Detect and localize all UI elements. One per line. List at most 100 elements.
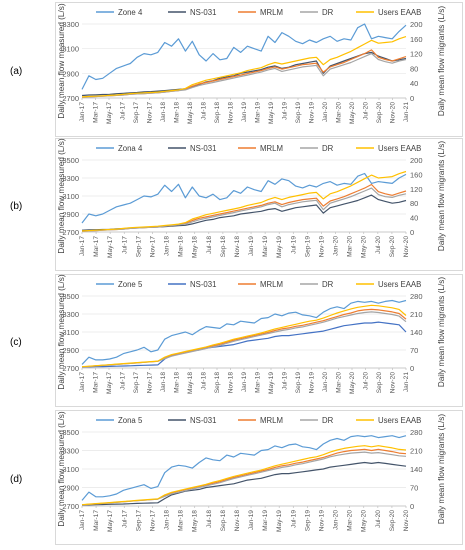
y-tick-label: 2700	[62, 502, 79, 511]
x-tick-label: Jan-18	[164, 510, 171, 530]
legend-label: MRLM	[260, 144, 283, 153]
x-tick-label: Jan-20	[322, 372, 329, 392]
y-tick-label: 3500	[62, 156, 79, 165]
chart-panel: (d) 2700 2900 3100 3300 3500 0 70 140 210 280 Jan-1…	[10, 410, 463, 545]
x-tick-label: Nov-17	[149, 236, 156, 258]
x-tick-label: Sep-20	[376, 372, 383, 394]
y2-axis-label: Daily mean flow migrants (L/s)	[437, 277, 446, 387]
x-tick-label: Nov-19	[318, 236, 325, 258]
x-tick-label: Nov-20	[390, 372, 397, 394]
y2-tick-label: 120	[410, 185, 423, 194]
x-tick-label: May-20	[349, 102, 356, 124]
y-tick-label: 2900	[62, 484, 79, 493]
x-tick-label: Mar-17	[93, 236, 100, 257]
series-line	[81, 170, 407, 232]
panel-frame	[55, 274, 463, 407]
series-line	[81, 187, 407, 232]
y2-tick-label: 210	[410, 447, 423, 456]
panel-label: (b)	[10, 201, 22, 212]
x-tick-label: May-20	[349, 372, 356, 394]
y2-tick-label: 80	[410, 199, 418, 208]
y-tick-label: 3300	[62, 20, 79, 29]
y-tick-label: 3500	[62, 292, 79, 301]
series-line	[81, 36, 407, 98]
x-tick-label: Sep-17	[135, 236, 142, 258]
y-tick-label: 2900	[62, 210, 79, 219]
x-tick-label: Nov-20	[390, 102, 397, 124]
series-line	[81, 299, 407, 365]
y-tick-label: 3100	[62, 328, 79, 337]
x-tick-label: Sep-19	[304, 510, 311, 532]
y2-tick-label: 0	[410, 94, 414, 103]
x-tick-label: Jul-19	[282, 102, 289, 120]
x-tick-label: Mar-18	[174, 372, 181, 393]
x-tick-label: Nov-18	[228, 372, 235, 394]
y2-tick-label: 160	[410, 170, 423, 179]
x-tick-label: May-18	[192, 510, 199, 532]
x-tick-label: May-18	[187, 372, 194, 394]
x-tick-label: Jan-20	[333, 236, 340, 256]
series-line	[81, 304, 407, 368]
x-tick-label: Nov-18	[234, 510, 241, 532]
y-tick-label: 3300	[62, 310, 79, 319]
legend-label: Zona 5	[118, 416, 143, 425]
x-tick-label: Jul-20	[363, 372, 370, 390]
y2-tick-label: 70	[410, 346, 418, 355]
x-tick-label: Sep-17	[135, 510, 142, 532]
y2-tick-label: 40	[410, 79, 418, 88]
y2-tick-label: 0	[410, 364, 414, 373]
legend-label: DR	[322, 8, 334, 17]
x-tick-label: Nov-20	[403, 236, 410, 258]
x-tick-label: Jan-17	[79, 372, 86, 392]
y-axis-label: Daily mean flow measured (L/s)	[57, 138, 66, 253]
y-axis-label: Daily mean flow measured (L/s)	[57, 274, 66, 389]
y2-tick-label: 70	[410, 484, 418, 493]
legend-label: DR	[322, 280, 334, 289]
x-tick-label: Jan-21	[403, 102, 410, 122]
x-tick-label: Mar-19	[255, 372, 262, 393]
legend-label: Zone 4	[118, 8, 143, 17]
x-tick-label: Mar-19	[262, 510, 269, 531]
x-tick-label: May-18	[192, 236, 199, 258]
x-tick-label: Sep-20	[376, 102, 383, 124]
x-tick-label: Mar-19	[262, 236, 269, 257]
x-tick-label: May-19	[268, 372, 275, 394]
x-tick-label: May-20	[361, 510, 368, 532]
x-tick-label: Nov-19	[309, 372, 316, 394]
x-tick-label: Nov-17	[147, 372, 154, 394]
panel-frame	[55, 410, 463, 545]
y-tick-label: 2700	[62, 364, 79, 373]
legend-label: Users EAAB	[378, 144, 421, 153]
x-tick-label: Sep-20	[389, 510, 396, 532]
series-line	[81, 321, 407, 368]
y-tick-label: 2900	[62, 346, 79, 355]
x-tick-label: Jul-20	[363, 102, 370, 120]
x-tick-label: Jan-19	[241, 102, 248, 122]
y2-tick-label: 280	[410, 292, 423, 301]
x-tick-label: Jul-20	[375, 236, 382, 254]
x-tick-label: Jul-17	[121, 236, 128, 254]
x-tick-label: Jul-19	[290, 236, 297, 254]
y2-tick-label: 80	[410, 64, 418, 73]
x-tick-label: Jul-18	[206, 510, 213, 528]
series-line	[81, 445, 407, 506]
x-tick-label: Jul-17	[120, 372, 127, 390]
x-tick-label: Nov-18	[234, 236, 241, 258]
x-tick-label: Sep-19	[304, 236, 311, 258]
x-tick-label: Nov-20	[403, 510, 410, 532]
series-line	[81, 51, 407, 97]
x-tick-label: Sep-18	[214, 102, 221, 124]
y-tick-label: 3100	[62, 465, 79, 474]
y-tick-label: 2900	[62, 69, 79, 78]
y2-tick-label: 120	[410, 50, 423, 59]
y-tick-label: 3100	[62, 192, 79, 201]
x-tick-label: Mar-20	[336, 102, 343, 123]
x-tick-label: Jan-21	[403, 372, 410, 392]
x-tick-label: Jan-19	[248, 510, 255, 530]
x-tick-label: Sep-18	[214, 372, 221, 394]
x-tick-label: May-19	[276, 236, 283, 258]
x-tick-label: Nov-17	[149, 510, 156, 532]
x-tick-label: May-19	[268, 102, 275, 124]
chart-panel: (c) 2700 2900 3100 3300 3500 0 70 140 210 280 Jan-1…	[10, 274, 463, 407]
